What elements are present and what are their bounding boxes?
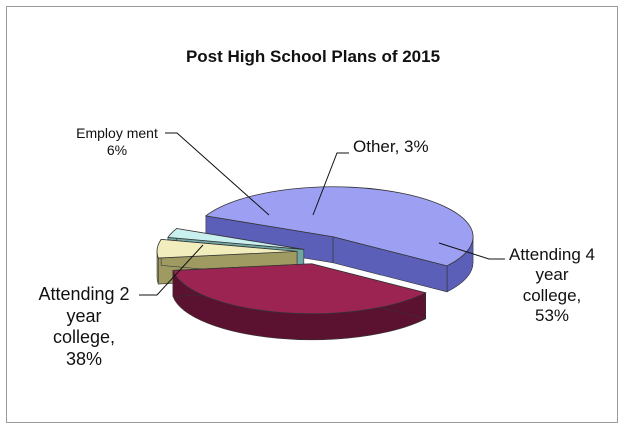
chart-area: Post High School Plans of 2015 Attending… [6,6,618,423]
slice-label-line: 53% [534,306,570,326]
slice-label-4yr: Attending 4 year college, 53% [497,245,607,327]
slice-other [167,228,304,250]
slice-label-line: 6% [106,141,128,158]
slice-label-line: Attending 2 [38,284,130,304]
leader-employment [165,132,270,216]
leader-other [312,152,349,216]
slice-label-line: Attending 4 [508,245,595,264]
slice-label-line: Employ ment [76,125,158,141]
slice-label-line: Other, 3% [353,137,429,156]
slice-attending-4yr [204,186,474,267]
slice-label-employment: Employ ment 6% [47,125,187,159]
slice-attending-2yr [172,263,427,315]
slice-label-other: Other, 3% [353,137,429,157]
slice-employment [156,238,298,259]
slice-label-2yr: Attending 2 year college, 38% [19,284,149,370]
chart-title: Post High School Plans of 2015 [185,47,441,66]
leader-4yr [438,242,505,260]
slice-label-line: 38% [65,348,103,369]
slice-label-line: year [535,265,569,285]
slice-label-line: year [66,305,102,326]
pie-chart [139,132,505,341]
leader-2yr [139,244,204,296]
slice-label-line: college, [522,285,582,305]
slice-label-line: college, [52,327,116,348]
